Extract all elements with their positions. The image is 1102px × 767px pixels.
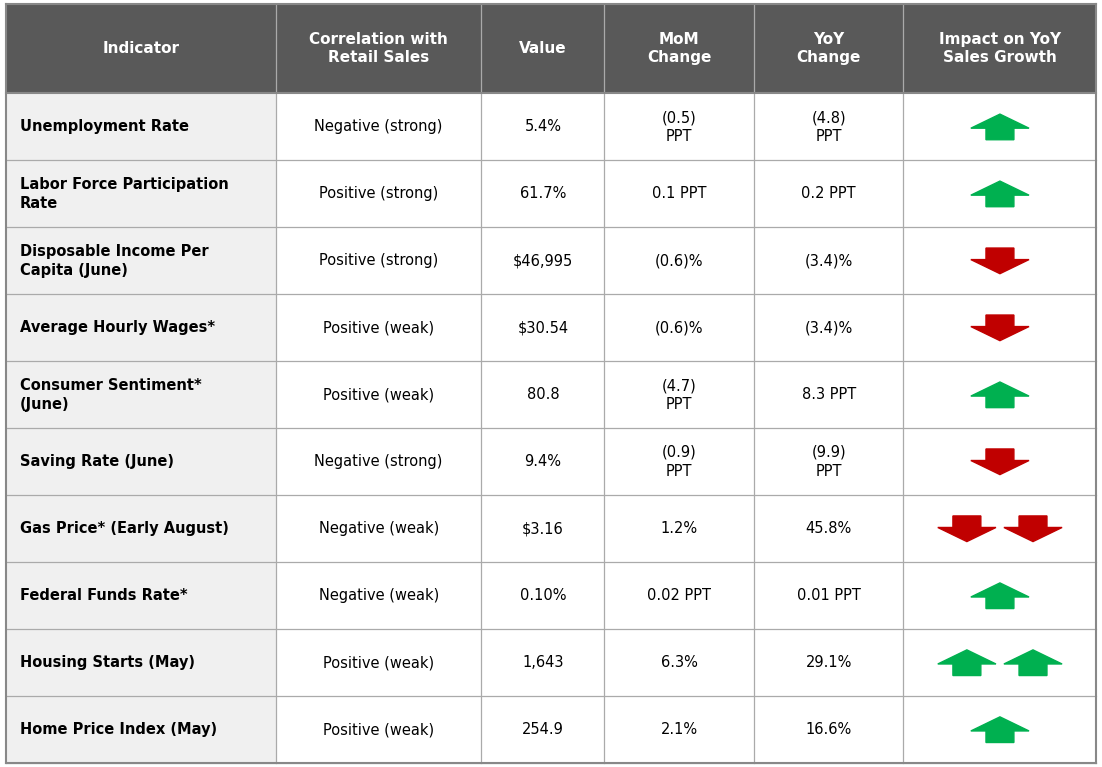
Text: Positive (weak): Positive (weak) (323, 723, 434, 737)
Text: 80.8: 80.8 (527, 387, 559, 403)
Text: 6.3%: 6.3% (661, 655, 698, 670)
Bar (605, 295, 754, 361)
Bar (277, 4, 482, 94)
Text: (9.9)
PPT: (9.9) PPT (811, 445, 846, 479)
Text: (0.9)
PPT: (0.9) PPT (662, 445, 696, 479)
Bar (277, 227, 482, 295)
Polygon shape (971, 181, 1029, 207)
Bar (482, 160, 605, 227)
Bar (904, 361, 1096, 428)
Text: (4.8)
PPT: (4.8) PPT (811, 110, 846, 143)
Text: 0.1 PPT: 0.1 PPT (652, 186, 706, 202)
Text: Positive (weak): Positive (weak) (323, 655, 434, 670)
Text: Negative (strong): Negative (strong) (314, 120, 443, 134)
Text: 61.7%: 61.7% (520, 186, 566, 202)
Bar (6, 94, 277, 160)
Text: 254.9: 254.9 (522, 723, 564, 737)
Bar (277, 562, 482, 629)
Bar (277, 160, 482, 227)
Bar (482, 361, 605, 428)
Bar (277, 495, 482, 562)
Text: (4.7)
PPT: (4.7) PPT (662, 378, 696, 412)
Bar (277, 696, 482, 763)
Text: (0.5)
PPT: (0.5) PPT (662, 110, 696, 143)
Bar (482, 227, 605, 295)
Bar (754, 562, 904, 629)
Bar (605, 562, 754, 629)
Bar (754, 361, 904, 428)
Text: YoY
Change: YoY Change (797, 32, 861, 65)
Polygon shape (938, 650, 996, 676)
Bar (904, 696, 1096, 763)
Text: Federal Funds Rate*: Federal Funds Rate* (20, 588, 187, 603)
Bar (605, 4, 754, 94)
Text: 0.01 PPT: 0.01 PPT (797, 588, 861, 603)
Text: Gas Price* (Early August): Gas Price* (Early August) (20, 522, 229, 536)
Text: 2.1%: 2.1% (660, 723, 698, 737)
Bar (754, 295, 904, 361)
Bar (6, 227, 277, 295)
Bar (605, 495, 754, 562)
Text: Average Hourly Wages*: Average Hourly Wages* (20, 321, 215, 335)
Text: Saving Rate (June): Saving Rate (June) (20, 454, 174, 469)
Bar (754, 495, 904, 562)
Bar (277, 361, 482, 428)
Text: 9.4%: 9.4% (525, 454, 561, 469)
Bar (482, 696, 605, 763)
Text: (0.6)%: (0.6)% (655, 321, 703, 335)
Text: 5.4%: 5.4% (525, 120, 561, 134)
Bar (754, 696, 904, 763)
Bar (6, 495, 277, 562)
Bar (904, 495, 1096, 562)
Text: Indicator: Indicator (102, 41, 180, 56)
Bar (6, 160, 277, 227)
Bar (277, 94, 482, 160)
Bar (605, 696, 754, 763)
Polygon shape (971, 449, 1029, 475)
Bar (904, 4, 1096, 94)
Polygon shape (971, 382, 1029, 407)
Text: (0.6)%: (0.6)% (655, 253, 703, 268)
Bar (904, 562, 1096, 629)
Text: Disposable Income Per
Capita (June): Disposable Income Per Capita (June) (20, 244, 208, 278)
Bar (904, 629, 1096, 696)
Text: Housing Starts (May): Housing Starts (May) (20, 655, 195, 670)
Text: Negative (weak): Negative (weak) (318, 522, 439, 536)
Polygon shape (971, 114, 1029, 140)
Text: (3.4)%: (3.4)% (804, 253, 853, 268)
Bar (605, 94, 754, 160)
Polygon shape (971, 315, 1029, 341)
Text: 0.10%: 0.10% (519, 588, 566, 603)
Text: Consumer Sentiment*
(June): Consumer Sentiment* (June) (20, 378, 202, 412)
Text: 0.02 PPT: 0.02 PPT (647, 588, 711, 603)
Bar (6, 4, 277, 94)
Bar (754, 428, 904, 495)
Text: 1.2%: 1.2% (660, 522, 698, 536)
Text: 16.6%: 16.6% (806, 723, 852, 737)
Polygon shape (938, 516, 996, 542)
Text: $3.16: $3.16 (522, 522, 564, 536)
Bar (904, 94, 1096, 160)
Bar (904, 160, 1096, 227)
Text: Positive (strong): Positive (strong) (318, 186, 439, 202)
Bar (605, 428, 754, 495)
Bar (605, 160, 754, 227)
Bar (6, 361, 277, 428)
Text: Impact on YoY
Sales Growth: Impact on YoY Sales Growth (939, 32, 1061, 65)
Bar (605, 361, 754, 428)
Bar (6, 696, 277, 763)
Bar (904, 227, 1096, 295)
Text: Labor Force Participation
Rate: Labor Force Participation Rate (20, 177, 228, 211)
Bar (754, 227, 904, 295)
Bar (482, 295, 605, 361)
Text: Negative (strong): Negative (strong) (314, 454, 443, 469)
Bar (277, 295, 482, 361)
Bar (482, 562, 605, 629)
Text: (3.4)%: (3.4)% (804, 321, 853, 335)
Text: 29.1%: 29.1% (806, 655, 852, 670)
Polygon shape (971, 248, 1029, 274)
Text: Positive (weak): Positive (weak) (323, 321, 434, 335)
Text: Positive (weak): Positive (weak) (323, 387, 434, 403)
Bar (482, 629, 605, 696)
Bar (904, 295, 1096, 361)
